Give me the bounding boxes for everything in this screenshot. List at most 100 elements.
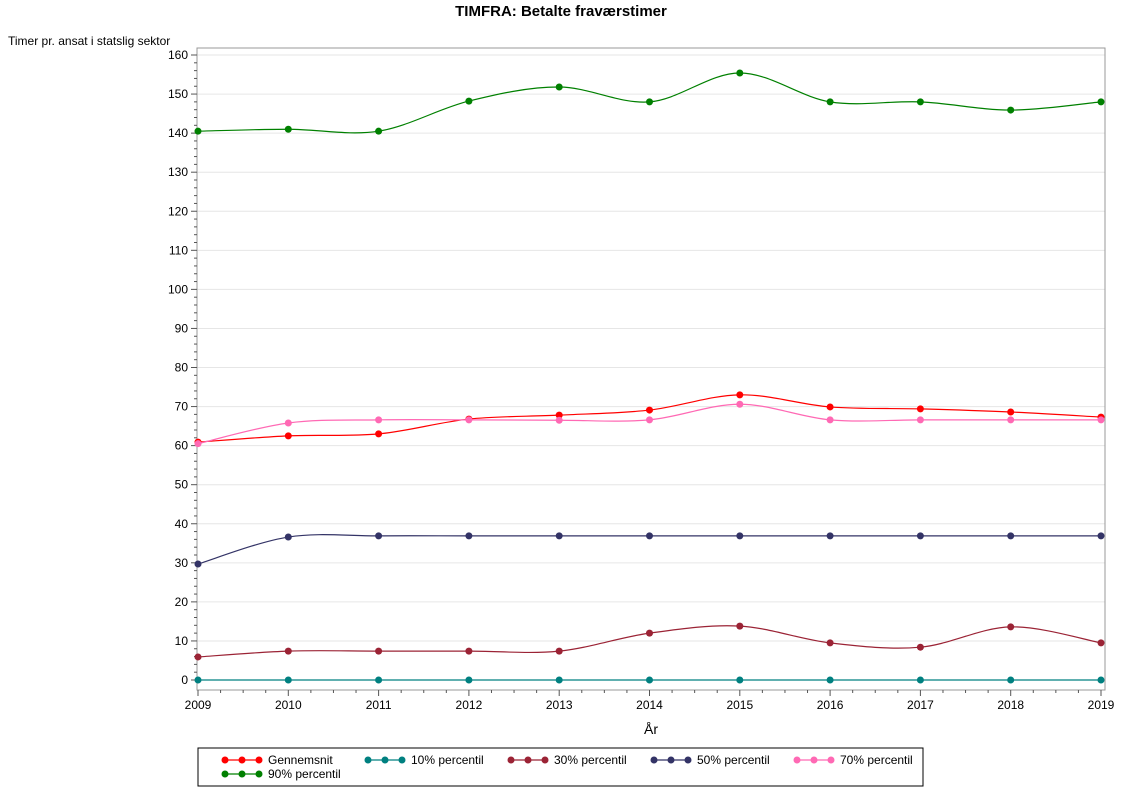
data-point [916, 98, 924, 106]
data-point [1097, 532, 1105, 540]
data-point [646, 406, 653, 414]
series-70-percentil [194, 400, 1105, 448]
y-tick-label: 60 [175, 439, 189, 453]
y-tick-label: 40 [175, 517, 189, 531]
legend-item: 50% percentil [650, 753, 770, 767]
data-point [916, 416, 924, 424]
data-point [375, 127, 383, 135]
data-point [646, 416, 653, 424]
data-point [555, 647, 563, 655]
data-point [555, 532, 563, 540]
data-point [736, 391, 744, 399]
x-tick-label: 2013 [546, 698, 573, 712]
y-tick-label: 70 [175, 400, 189, 414]
series-90-percentil [194, 69, 1105, 135]
data-point [1097, 98, 1105, 106]
y-tick-label: 30 [175, 556, 189, 570]
data-point [826, 532, 834, 540]
x-tick-label: 2012 [456, 698, 483, 712]
x-tick-label: 2016 [817, 698, 844, 712]
legend-label: 50% percentil [697, 753, 770, 767]
legend-label: 30% percentil [554, 753, 627, 767]
data-point [284, 419, 292, 427]
series-30-percentil [194, 622, 1105, 661]
data-point [375, 416, 383, 424]
data-point [826, 676, 834, 684]
legend-marker [221, 756, 229, 764]
legend-item: Gennemsnit [221, 753, 333, 767]
y-tick-label: 150 [168, 87, 188, 101]
y-tick-label: 0 [181, 673, 188, 687]
legend-marker [827, 756, 835, 764]
series-10-percentil [194, 676, 1105, 684]
data-point [1007, 623, 1015, 631]
legend-item: 10% percentil [364, 753, 484, 767]
data-point [736, 622, 744, 630]
legend-marker [541, 756, 549, 764]
data-point [194, 653, 202, 661]
data-point [646, 676, 653, 684]
data-point [1097, 416, 1105, 424]
data-point [736, 676, 744, 684]
y-tick-label: 160 [168, 48, 188, 62]
series-gennemsnit [194, 391, 1105, 446]
data-point [736, 69, 744, 77]
data-point [916, 532, 924, 540]
chart-title: TIMFRA: Betalte fraværstimer [455, 3, 667, 20]
data-point [284, 647, 292, 655]
data-point [375, 532, 383, 540]
legend-label: 90% percentil [268, 767, 341, 781]
legend-marker [398, 756, 406, 764]
x-tick-label: 2017 [907, 698, 934, 712]
data-point [646, 629, 653, 637]
x-axis-label: År [644, 721, 658, 737]
y-tick-label: 50 [175, 478, 189, 492]
legend-marker [793, 756, 801, 764]
legend-marker [684, 756, 692, 764]
legend-item: 90% percentil [221, 767, 341, 781]
data-point [646, 98, 653, 106]
data-point [916, 643, 924, 651]
y-tick-label: 130 [168, 165, 188, 179]
data-point [284, 533, 292, 541]
data-point [284, 676, 292, 684]
legend-item: 70% percentil [793, 753, 913, 767]
legend-box [197, 747, 924, 787]
legend-marker [650, 756, 658, 764]
data-point [736, 400, 744, 408]
x-tick-label: 2014 [636, 698, 663, 712]
data-point [465, 416, 473, 424]
data-point [465, 647, 473, 655]
legend-marker [255, 756, 263, 764]
legend-marker [221, 770, 229, 778]
data-point [826, 416, 834, 424]
data-point [465, 676, 473, 684]
data-point [194, 560, 202, 568]
x-tick-label: 2018 [997, 698, 1024, 712]
legend-item: 30% percentil [507, 753, 627, 767]
data-point [555, 416, 563, 424]
data-point [194, 127, 202, 135]
data-point [1007, 416, 1015, 424]
y-tick-label: 120 [168, 204, 188, 218]
data-point [1007, 532, 1015, 540]
y-tick-label: 10 [175, 634, 189, 648]
legend-marker [255, 770, 263, 778]
data-point [555, 676, 563, 684]
legend-marker [507, 756, 515, 764]
x-tick-label: 2019 [1088, 698, 1115, 712]
legend-label: 10% percentil [411, 753, 484, 767]
data-point [375, 676, 383, 684]
legend-label: Gennemsnit [268, 753, 333, 767]
data-point [1007, 408, 1015, 416]
data-point [916, 405, 924, 413]
data-point [826, 639, 834, 647]
data-point [465, 97, 473, 105]
y-tick-label: 90 [175, 321, 189, 335]
legend-marker [381, 756, 389, 764]
data-point [194, 440, 202, 448]
data-point [916, 676, 924, 684]
legend-marker [364, 756, 372, 764]
data-point [1097, 639, 1105, 647]
